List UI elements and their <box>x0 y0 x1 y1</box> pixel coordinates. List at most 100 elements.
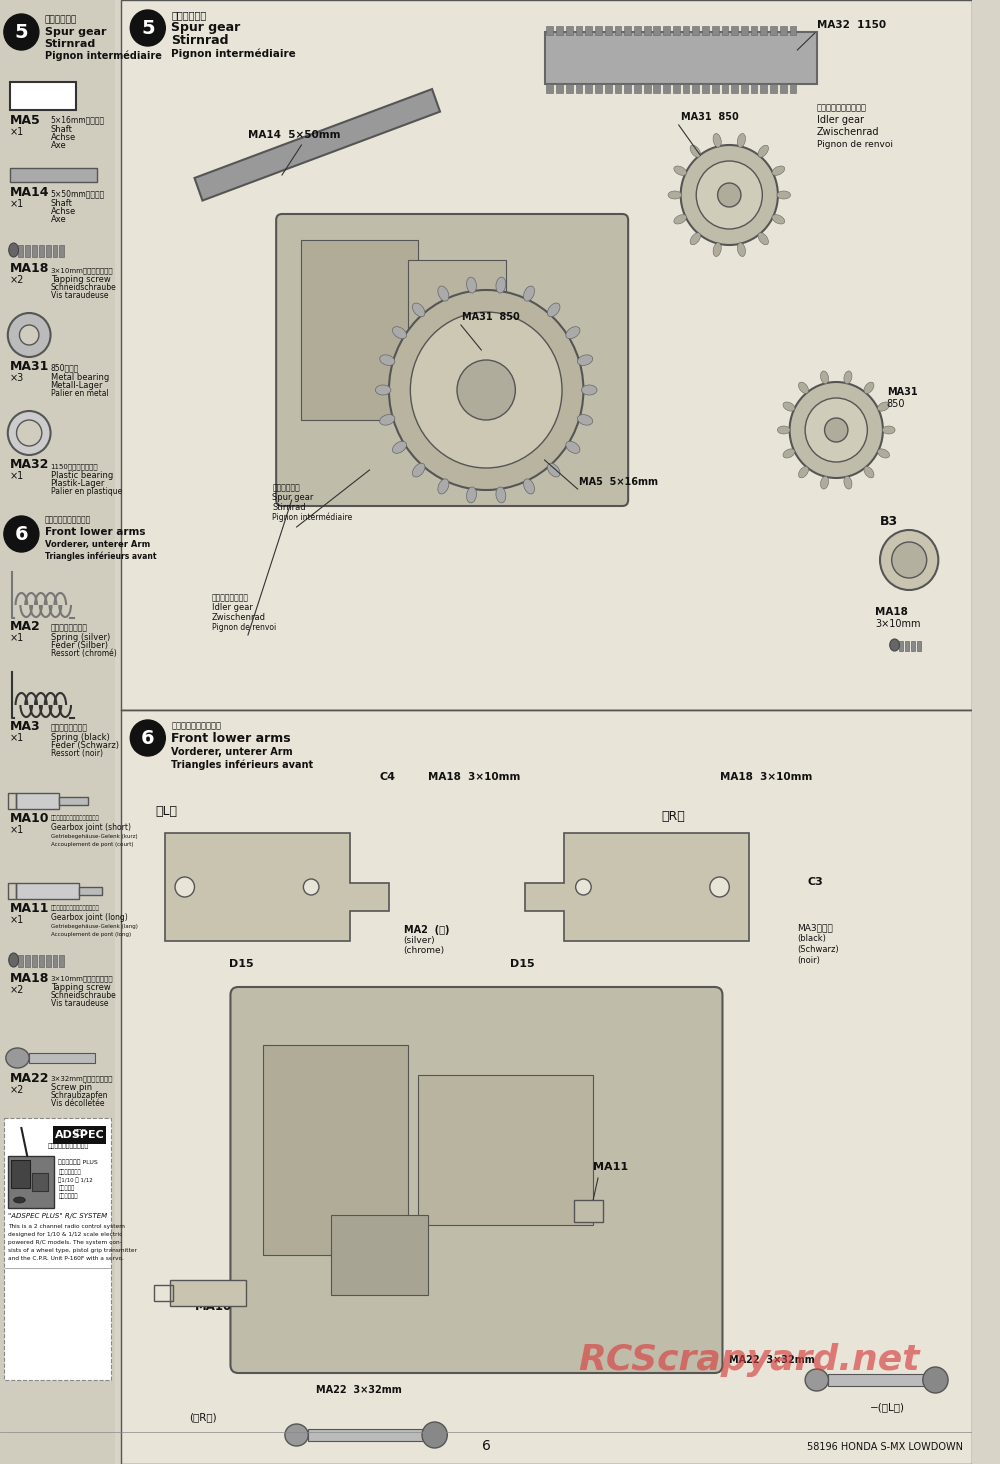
Text: Stirnrad: Stirnrad <box>272 504 306 512</box>
Ellipse shape <box>713 243 721 256</box>
Text: 3×32mmスクリュービン: 3×32mmスクリュービン <box>51 1075 113 1082</box>
Circle shape <box>4 515 39 552</box>
Ellipse shape <box>668 190 682 199</box>
Text: Vorderer, unterer Arm: Vorderer, unterer Arm <box>171 747 293 757</box>
Ellipse shape <box>864 382 874 394</box>
Bar <box>917 641 921 651</box>
Bar <box>653 26 660 35</box>
Text: MA10: MA10 <box>10 813 49 826</box>
Circle shape <box>422 1422 447 1448</box>
Bar <box>556 83 563 94</box>
Text: MA10: MA10 <box>194 1300 232 1313</box>
Text: MA18: MA18 <box>10 262 49 275</box>
Text: MA22  3×32mm: MA22 3×32mm <box>729 1356 815 1364</box>
Text: （R）: （R） <box>661 810 685 823</box>
Text: ギヤーボックスジョイント（短）: ギヤーボックスジョイント（短） <box>51 815 99 821</box>
Text: MA11: MA11 <box>10 902 49 915</box>
Circle shape <box>303 878 319 895</box>
Bar <box>546 26 553 35</box>
Ellipse shape <box>737 243 745 256</box>
Circle shape <box>389 290 583 490</box>
Text: ロアアームの取り付け: ロアアームの取り付け <box>171 720 221 731</box>
Ellipse shape <box>799 382 808 394</box>
Text: (black): (black) <box>797 934 826 943</box>
Bar <box>790 83 796 94</box>
Bar <box>0 0 115 1464</box>
Bar <box>194 89 440 201</box>
Circle shape <box>8 313 51 357</box>
Bar <box>712 26 719 35</box>
Text: MA3（黒）: MA3（黒） <box>797 922 833 933</box>
Bar <box>595 26 602 35</box>
Bar <box>263 1045 408 1255</box>
Bar <box>644 26 651 35</box>
Bar <box>692 83 699 94</box>
Text: Schraubzapfen: Schraubzapfen <box>51 1091 108 1099</box>
Ellipse shape <box>674 165 687 176</box>
Bar <box>331 1215 428 1296</box>
Bar <box>16 793 59 810</box>
Ellipse shape <box>758 233 768 244</box>
Circle shape <box>790 382 883 479</box>
Text: ×1: ×1 <box>10 915 24 925</box>
Ellipse shape <box>772 165 785 176</box>
Bar <box>634 26 641 35</box>
Bar <box>32 955 37 968</box>
Bar <box>760 83 767 94</box>
Bar <box>770 83 777 94</box>
Bar <box>905 641 909 651</box>
Bar <box>780 83 787 94</box>
Circle shape <box>17 420 42 447</box>
Text: Vis décolletée: Vis décolletée <box>51 1099 104 1108</box>
Text: MA31: MA31 <box>10 360 49 373</box>
Text: D15: D15 <box>229 959 253 969</box>
Text: 850: 850 <box>887 400 905 408</box>
Text: ×2: ×2 <box>10 1085 24 1095</box>
Text: Idler gear: Idler gear <box>817 116 864 124</box>
FancyBboxPatch shape <box>276 214 628 507</box>
Ellipse shape <box>783 449 795 458</box>
Bar <box>624 83 631 94</box>
Bar <box>8 883 16 899</box>
Bar <box>16 883 79 899</box>
Bar <box>25 955 30 968</box>
Text: ・1/10 ・ 1/12: ・1/10 ・ 1/12 <box>58 1177 93 1183</box>
Bar <box>576 83 582 94</box>
Bar <box>741 83 748 94</box>
Bar <box>545 32 817 83</box>
Bar <box>154 1285 173 1301</box>
Bar <box>702 26 709 35</box>
Bar <box>673 26 680 35</box>
Bar <box>751 83 757 94</box>
Bar <box>79 887 102 895</box>
Text: Triangles inférieurs avant: Triangles inférieurs avant <box>45 552 156 561</box>
Ellipse shape <box>9 953 18 968</box>
Ellipse shape <box>547 463 560 477</box>
Circle shape <box>457 360 515 420</box>
Text: スプリング（銀）: スプリング（銀） <box>51 624 88 632</box>
Bar <box>4 1118 111 1381</box>
Text: Idler gear: Idler gear <box>212 603 253 612</box>
Bar <box>770 26 777 35</box>
Text: MA11: MA11 <box>593 1162 628 1173</box>
Bar <box>53 955 57 968</box>
Circle shape <box>175 877 194 897</box>
Text: （アイドラーギヤー）: （アイドラーギヤー） <box>817 102 867 113</box>
Text: 58196 HONDA S-MX LOWDOWN: 58196 HONDA S-MX LOWDOWN <box>807 1442 963 1452</box>
Ellipse shape <box>581 385 597 395</box>
Text: MA5: MA5 <box>10 114 40 127</box>
Text: 3×10mmタッピングビス: 3×10mmタッピングビス <box>51 266 113 274</box>
Bar <box>46 955 51 968</box>
Circle shape <box>880 530 938 590</box>
Text: MA18  3×10mm: MA18 3×10mm <box>720 772 812 782</box>
Text: This is a 2 channel radio control system: This is a 2 channel radio control system <box>8 1224 125 1228</box>
Ellipse shape <box>285 1424 308 1446</box>
Text: (noir): (noir) <box>797 956 820 965</box>
Ellipse shape <box>438 285 449 302</box>
Text: Tapping screw: Tapping screw <box>51 982 110 993</box>
Ellipse shape <box>14 1198 25 1203</box>
Text: MA18: MA18 <box>10 972 49 985</box>
Ellipse shape <box>821 476 829 489</box>
Text: スプリング（黒）: スプリング（黒） <box>51 723 88 732</box>
Text: (ァRァ): (ァRァ) <box>190 1411 217 1422</box>
